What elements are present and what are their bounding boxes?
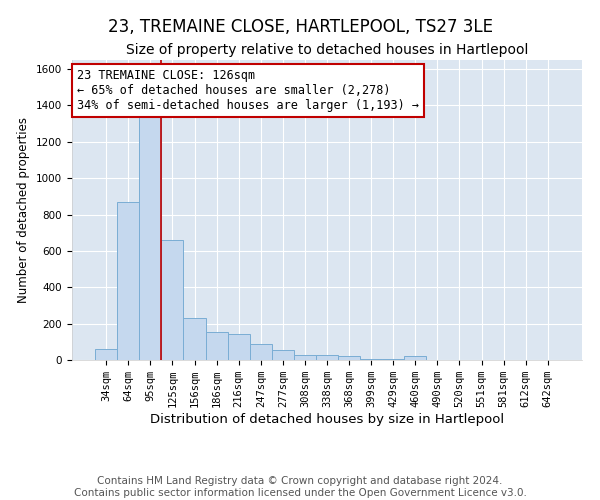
Text: 23 TREMAINE CLOSE: 126sqm
← 65% of detached houses are smaller (2,278)
34% of se: 23 TREMAINE CLOSE: 126sqm ← 65% of detac… (77, 69, 419, 112)
Bar (250, 344, 272, 360)
Bar (206, 332, 227, 360)
Bar (338, 356, 360, 360)
Bar (382, 359, 404, 360)
Title: Size of property relative to detached houses in Hartlepool: Size of property relative to detached ho… (126, 44, 528, 58)
Bar (117, 202, 139, 360)
Text: 23, TREMAINE CLOSE, HARTLEPOOL, TS27 3LE: 23, TREMAINE CLOSE, HARTLEPOOL, TS27 3LE (107, 18, 493, 36)
Bar (272, 350, 294, 360)
Bar (184, 318, 206, 360)
Bar (404, 356, 427, 360)
Bar (139, 114, 161, 360)
X-axis label: Distribution of detached houses by size in Hartlepool: Distribution of detached houses by size … (150, 413, 504, 426)
Bar (316, 354, 338, 360)
Y-axis label: Number of detached properties: Number of detached properties (17, 117, 31, 303)
Bar (161, 240, 184, 360)
Bar (95, 349, 117, 360)
Text: Contains HM Land Registry data © Crown copyright and database right 2024.
Contai: Contains HM Land Registry data © Crown c… (74, 476, 526, 498)
Bar (227, 334, 250, 360)
Bar (360, 359, 382, 360)
Bar (294, 354, 316, 360)
